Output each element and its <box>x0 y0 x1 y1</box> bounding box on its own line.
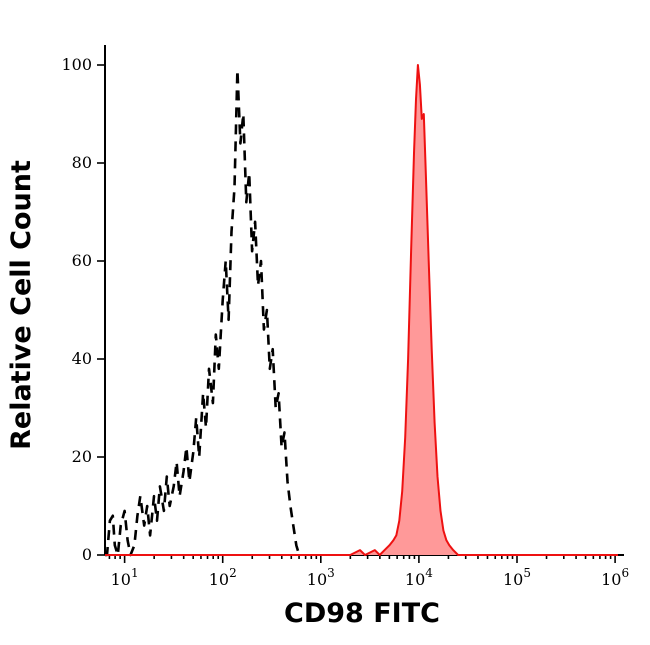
x-tick-label: 106 <box>601 566 629 589</box>
y-tick-label: 60 <box>72 251 92 270</box>
y-tick-label: 80 <box>72 153 92 172</box>
x-tick-label: 101 <box>111 566 139 589</box>
y-tick-label: 40 <box>72 349 92 368</box>
series-isotype-control-dashed <box>105 68 301 557</box>
y-tick-label: 0 <box>82 545 92 564</box>
x-axis-label: CD98 FITC <box>284 598 440 629</box>
y-tick-label: 20 <box>72 447 92 466</box>
y-tick-label: 100 <box>61 55 92 74</box>
x-tick-label: 103 <box>307 566 335 589</box>
series-layer <box>105 64 618 557</box>
x-tick-label: 102 <box>209 566 237 589</box>
x-tick-label: 105 <box>503 566 531 589</box>
y-axis-label: Relative Cell Count <box>6 160 37 450</box>
x-tick-label: 104 <box>405 566 433 589</box>
series-cd98-fitc-stained <box>105 64 618 556</box>
